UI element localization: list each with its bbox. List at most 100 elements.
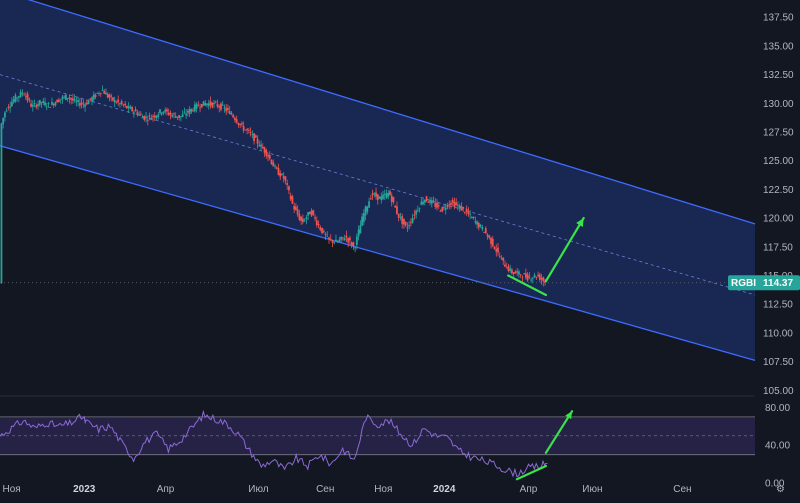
price-arrow[interactable] bbox=[544, 216, 585, 283]
candle-body bbox=[31, 104, 34, 107]
time-tick-label: Апр bbox=[520, 484, 538, 495]
candle-body bbox=[415, 210, 418, 215]
candle-body bbox=[437, 205, 440, 207]
candle-body bbox=[44, 102, 46, 106]
time-tick-label: Ноя bbox=[374, 484, 392, 495]
candle-body bbox=[336, 241, 339, 243]
candle-body bbox=[411, 217, 414, 223]
candle-body bbox=[242, 126, 245, 131]
candle-body bbox=[239, 123, 242, 126]
candle-body bbox=[98, 93, 100, 95]
candle-body bbox=[270, 159, 273, 165]
candle-body bbox=[268, 155, 271, 159]
candle-body bbox=[256, 138, 259, 144]
price-axis[interactable]: 137.50 135.00 132.50 130.00 127.50 125.00 122.… bbox=[763, 13, 794, 397]
candle-body bbox=[136, 112, 139, 116]
price-trendline[interactable] bbox=[507, 274, 548, 297]
candle-body bbox=[138, 114, 140, 115]
candle-body bbox=[467, 211, 470, 214]
rsi-axis[interactable]: 80.00 40.00 0.00 bbox=[765, 403, 790, 490]
candle-body bbox=[498, 256, 501, 258]
candle-body bbox=[24, 95, 27, 97]
candle-body bbox=[432, 201, 435, 203]
candle-body bbox=[37, 104, 39, 107]
candle-body bbox=[293, 205, 296, 210]
candle-body bbox=[493, 246, 496, 249]
candle-body bbox=[310, 210, 313, 216]
candle-body bbox=[16, 97, 19, 99]
candle-body bbox=[263, 147, 266, 153]
candle-body bbox=[106, 93, 109, 98]
candle-body bbox=[11, 102, 13, 107]
price-tick-label: 137.50 bbox=[763, 13, 794, 24]
candle-body bbox=[12, 99, 15, 103]
candle-body bbox=[524, 273, 527, 278]
channel-lower-line[interactable] bbox=[0, 145, 756, 362]
candle-body bbox=[186, 110, 189, 113]
candle-body bbox=[413, 214, 416, 216]
candle-body bbox=[324, 233, 327, 235]
candle-body bbox=[157, 114, 160, 117]
candle-body bbox=[21, 93, 24, 94]
candle-body bbox=[213, 102, 215, 105]
candle-body bbox=[199, 107, 201, 109]
candle-body bbox=[193, 104, 196, 112]
candle-body bbox=[455, 202, 458, 205]
candle-body bbox=[249, 132, 252, 133]
last-price-value: 114.37 bbox=[763, 278, 793, 289]
candle-body bbox=[146, 119, 149, 121]
candle-body bbox=[237, 122, 240, 125]
price-arrow-head bbox=[576, 218, 584, 228]
candle-body bbox=[425, 196, 428, 202]
candle-body bbox=[460, 205, 463, 211]
candle-body bbox=[470, 217, 473, 219]
candle-body bbox=[535, 277, 538, 278]
candle-body bbox=[329, 239, 332, 240]
candle-body bbox=[450, 202, 452, 205]
candle-body bbox=[59, 99, 62, 101]
candle-body bbox=[416, 210, 419, 212]
time-axis[interactable]: Ноя 2023 Апр Июл Сен Ноя 2024 Апр Июн Сен bbox=[3, 484, 692, 495]
candle-body bbox=[197, 105, 200, 107]
candle-body bbox=[221, 104, 224, 106]
channel-upper-line[interactable] bbox=[0, 0, 756, 225]
candle-body bbox=[335, 239, 337, 242]
candle-body bbox=[167, 112, 170, 115]
candle-body bbox=[511, 269, 513, 274]
channel-mid-line bbox=[0, 74, 756, 296]
candle-body bbox=[397, 213, 400, 218]
candle-body bbox=[127, 105, 130, 109]
price-tick-label: 125.00 bbox=[763, 156, 794, 167]
candle-body bbox=[68, 97, 71, 99]
candle-body bbox=[232, 114, 235, 118]
candle-body bbox=[474, 221, 477, 223]
candle-body bbox=[406, 226, 409, 229]
rsi-pane bbox=[0, 409, 755, 481]
candle-body bbox=[451, 199, 454, 203]
candle-body bbox=[537, 274, 539, 277]
candle-body bbox=[84, 104, 86, 107]
candle-body bbox=[448, 203, 451, 205]
candle-body bbox=[206, 103, 208, 105]
candle-body bbox=[422, 201, 424, 205]
rsi-arrow[interactable] bbox=[544, 410, 574, 454]
candle-body bbox=[49, 107, 52, 108]
candle-body bbox=[244, 129, 247, 131]
candle-body bbox=[464, 212, 466, 214]
candle-body bbox=[26, 93, 29, 101]
candle-body bbox=[131, 107, 134, 112]
candle-body bbox=[218, 106, 221, 108]
candle-body bbox=[251, 134, 254, 135]
candle-body bbox=[66, 98, 69, 99]
rsi-trendline[interactable] bbox=[515, 464, 548, 481]
candle-body bbox=[180, 116, 182, 118]
candle-body bbox=[516, 271, 519, 273]
candle-body bbox=[423, 199, 426, 203]
time-tick-label: Июн bbox=[582, 484, 602, 495]
candle-body bbox=[145, 117, 147, 119]
candle-body bbox=[58, 99, 60, 102]
gear-icon[interactable]: ⚙ bbox=[776, 484, 785, 495]
candle-body bbox=[319, 227, 322, 230]
candle-body bbox=[281, 173, 283, 175]
last-price-badge-bg bbox=[728, 275, 800, 291]
